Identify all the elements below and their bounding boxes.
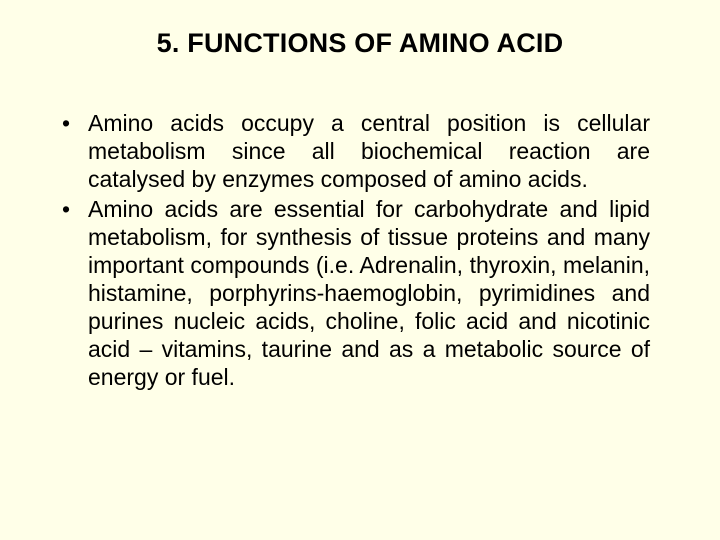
list-item: Amino acids are essential for carbohydra… [60,195,650,391]
list-item: Amino acids occupy a central position is… [60,109,650,193]
bullet-list: Amino acids occupy a central position is… [50,109,670,391]
slide-title: 5. FUNCTIONS OF AMINO ACID [50,28,670,59]
slide: 5. FUNCTIONS OF AMINO ACID Amino acids o… [0,0,720,540]
